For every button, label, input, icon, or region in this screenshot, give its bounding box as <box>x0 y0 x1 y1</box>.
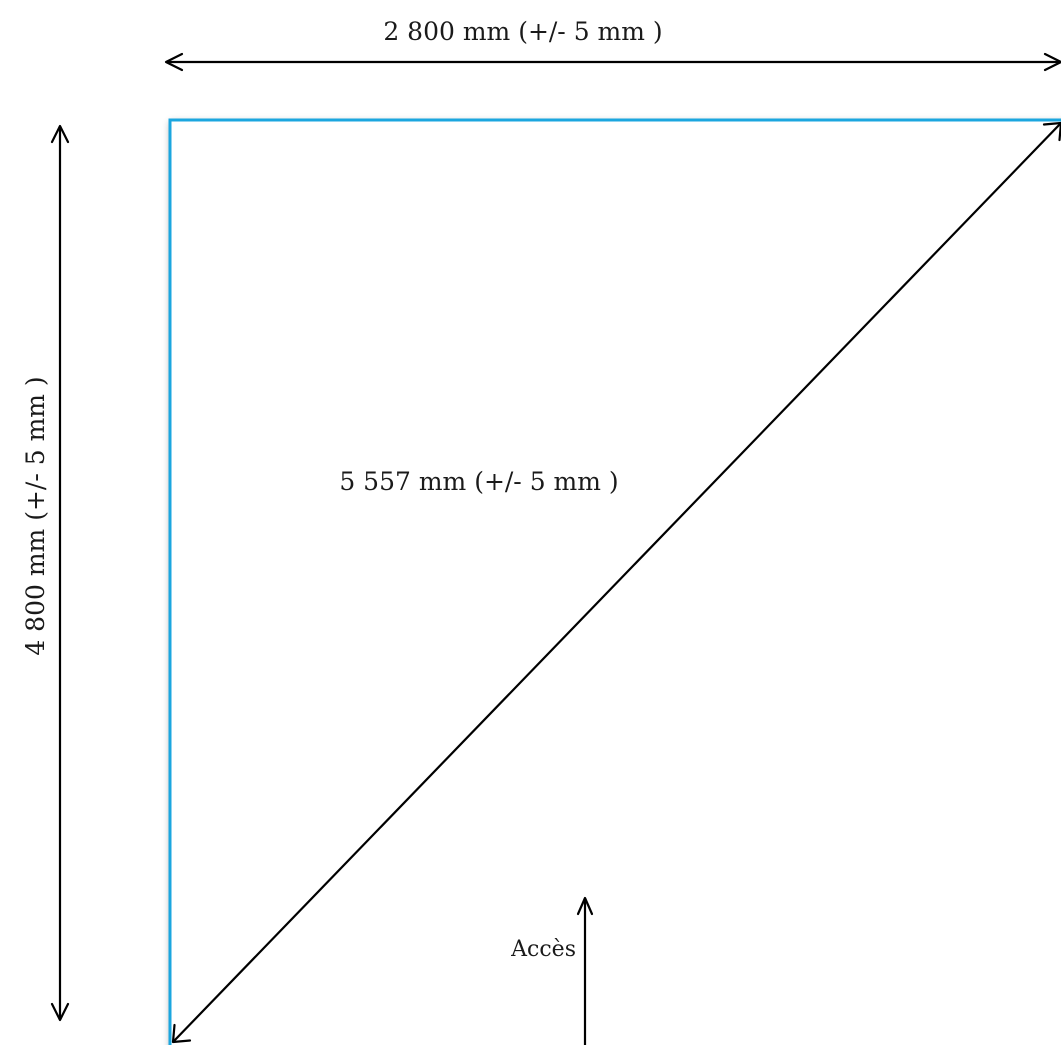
access-arrow-head-icon <box>576 896 594 916</box>
height-dimension-label: 4 800 mm (+/- 5 mm ) <box>21 376 50 655</box>
diagonal-dimension-label: 5 557 mm (+/- 5 mm ) <box>339 467 618 496</box>
access-arrow <box>576 896 594 1045</box>
height-arrow-bottom-head-icon <box>50 1002 70 1022</box>
diagonal-arrow-top-head-icon <box>1042 121 1061 142</box>
height-dimension-arrow <box>50 124 70 1022</box>
width-arrow-right-head-icon <box>1043 52 1061 72</box>
diagonal-dimension-arrow <box>171 121 1061 1044</box>
diagonal-arrow-line <box>172 122 1061 1043</box>
width-dimension-arrow <box>164 52 1061 72</box>
width-dimension-label: 2 800 mm (+/- 5 mm ) <box>383 17 662 46</box>
diagonal-arrow-bottom-head-icon <box>171 1023 192 1044</box>
access-label: Accès <box>510 937 576 962</box>
room-wall-outline <box>168 118 1061 1045</box>
height-arrow-top-head-icon <box>50 124 70 144</box>
width-arrow-left-head-icon <box>164 52 184 72</box>
